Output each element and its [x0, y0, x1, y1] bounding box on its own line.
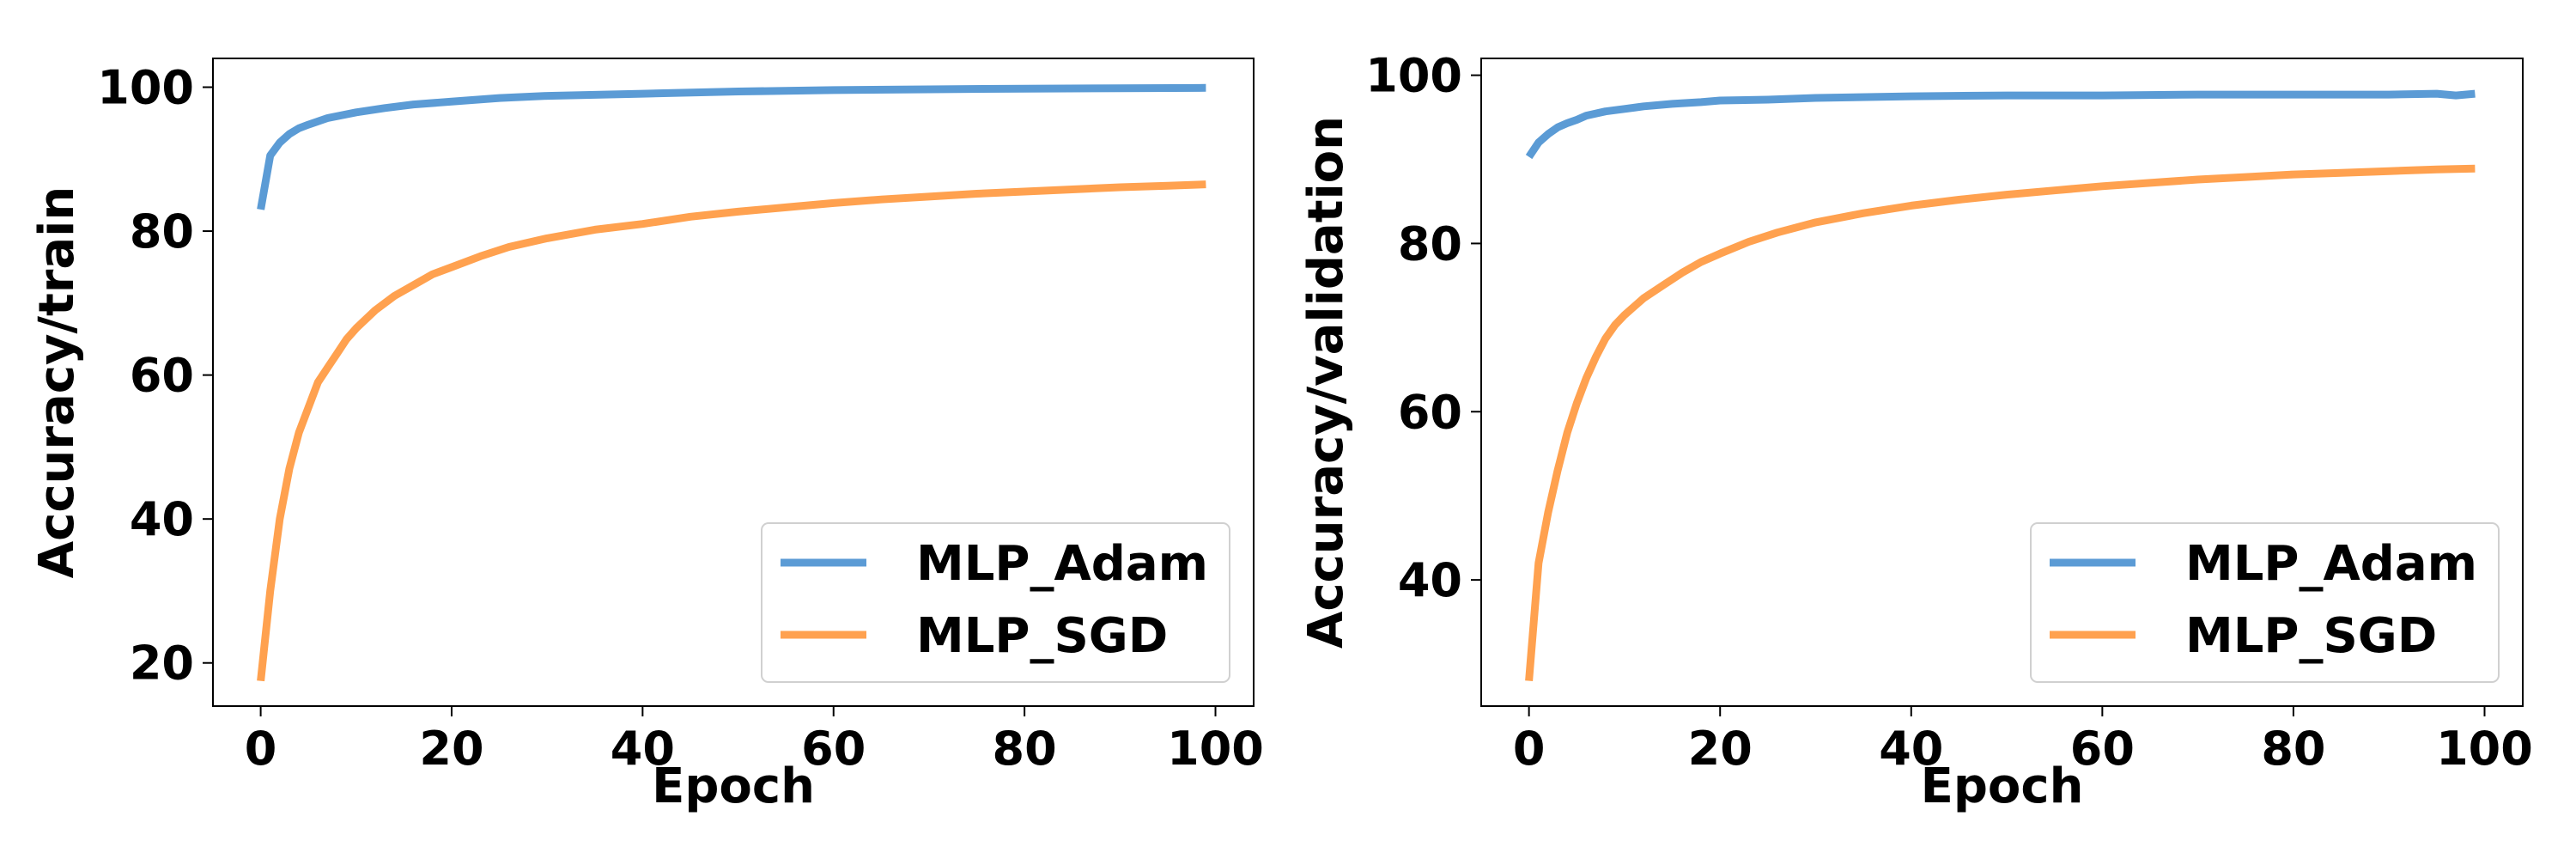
y-tick-label: 40 [130, 492, 194, 546]
y-tick-label: 80 [1398, 216, 1462, 271]
y-tick-label: 20 [130, 637, 194, 691]
y-tick-label: 60 [1398, 385, 1462, 439]
plot-frame [1480, 58, 2524, 707]
legend-label: MLP_SGD [916, 608, 1168, 664]
x-tick-label: 100 [1167, 722, 1264, 776]
legend: MLP_Adam MLP_SGD [761, 522, 1230, 683]
x-tick-label: 60 [801, 722, 866, 776]
x-tick-label: 80 [993, 722, 1057, 776]
legend: MLP_Adam MLP_SGD [2030, 522, 2500, 683]
x-tick-label: 80 [2261, 722, 2325, 776]
legend-label: MLP_Adam [2185, 536, 2477, 592]
y-tick-label: 40 [1398, 553, 1462, 607]
x-tick-label: 40 [611, 722, 675, 776]
plot-frame [212, 58, 1255, 707]
x-tick-label: 0 [1513, 722, 1546, 776]
x-tick-label: 0 [245, 722, 277, 776]
series-line-mlp-adam [1525, 89, 2476, 160]
x-tick-label: 40 [1879, 722, 1943, 776]
x-tick-label: 100 [2436, 722, 2533, 776]
legend-box [2030, 522, 2500, 683]
legend-label: MLP_SGD [2185, 608, 2437, 664]
series-line-mlp-adam [257, 83, 1206, 210]
y-tick-label: 60 [130, 349, 194, 403]
x-tick-label: 20 [1688, 722, 1753, 776]
x-axis-label: Epoch [1921, 758, 2084, 814]
x-tick-label: 60 [2070, 722, 2135, 776]
y-tick-label: 100 [1365, 49, 1462, 103]
series-line-mlp-sgd [1525, 164, 2476, 681]
chart-1: 0 20 40 60 80 100 20 40 60 80 100 Epoch Accuracy/tra… [29, 58, 1264, 814]
series-line-mlp-sgd [257, 180, 1206, 682]
legend-box [761, 522, 1230, 683]
y-tick-label: 100 [97, 61, 194, 115]
chart-2: 0 20 40 60 80 100 40 60 80 100 Epoch Accuracy/valid… [1298, 49, 2533, 814]
x-axis-label: Epoch [652, 758, 815, 814]
y-axis-label: Accuracy/train [29, 186, 85, 578]
legend-label: MLP_Adam [916, 536, 1208, 592]
x-tick-label: 20 [419, 722, 483, 776]
y-axis-label: Accuracy/validation [1298, 116, 1354, 649]
y-tick-label: 80 [130, 204, 194, 259]
